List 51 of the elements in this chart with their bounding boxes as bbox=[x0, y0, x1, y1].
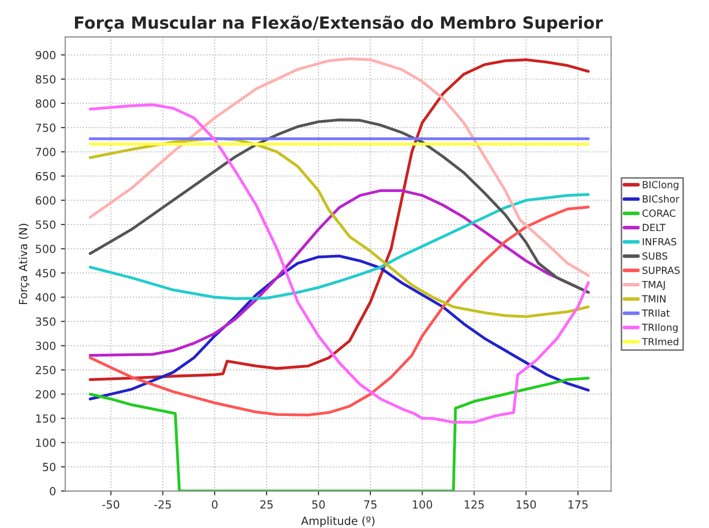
x-tick-label: 100 bbox=[412, 500, 432, 509]
legend-label: SUPRAS bbox=[642, 266, 680, 274]
y-tick-label: 300 bbox=[36, 342, 56, 350]
line-series bbox=[88, 103, 590, 424]
y-tick-label: 350 bbox=[36, 317, 56, 326]
x-tick-label: 0 bbox=[212, 500, 218, 509]
legend-label: TMIN bbox=[642, 295, 666, 302]
legend-label: SUBS bbox=[642, 252, 668, 260]
legend-label: DELT bbox=[642, 224, 666, 232]
y-tick-label: 550 bbox=[36, 220, 56, 229]
legend-label: TRImed bbox=[642, 338, 678, 346]
y-tick-label: 800 bbox=[36, 99, 56, 108]
y-tick-label: 900 bbox=[36, 50, 56, 60]
y-tick-label: 850 bbox=[36, 75, 56, 84]
x-tick-label: 25 bbox=[260, 500, 273, 509]
line-series bbox=[88, 58, 590, 381]
y-tick-label: 450 bbox=[36, 268, 56, 278]
y-tick-label: 200 bbox=[36, 390, 56, 398]
line-series bbox=[88, 118, 590, 294]
x-tick-label: 125 bbox=[464, 500, 484, 509]
legend-label: TMAJ bbox=[642, 281, 665, 290]
y-tick-label: 50 bbox=[42, 462, 56, 472]
x-tick-label: -25 bbox=[154, 500, 171, 509]
x-tick-label: 175 bbox=[568, 500, 588, 509]
legend-label: BICshor bbox=[642, 195, 680, 203]
y-tick-label: 500 bbox=[36, 244, 56, 254]
y-tick-label: 750 bbox=[36, 124, 56, 132]
legend-label: BIClong bbox=[642, 180, 678, 190]
legend-label: INFRAS bbox=[642, 238, 676, 246]
y-tick-label: 400 bbox=[36, 293, 56, 302]
y-tick-label: 650 bbox=[36, 172, 56, 180]
line-series bbox=[88, 193, 590, 300]
legend-label: CORAC bbox=[642, 210, 676, 217]
x-tick-label: -50 bbox=[102, 500, 120, 509]
line-series bbox=[88, 206, 590, 416]
line-series bbox=[88, 376, 590, 492]
x-tick-label: 75 bbox=[364, 500, 376, 509]
y-tick-label: 150 bbox=[36, 414, 56, 423]
x-axis-title: Amplitude (º) bbox=[301, 516, 374, 528]
x-tick-label: 50 bbox=[312, 500, 325, 509]
y-tick-label: 250 bbox=[36, 366, 56, 374]
y-tick-label: 100 bbox=[36, 438, 56, 447]
chart-title: Força Muscular na Flexão/Extensão do Membro Superior bbox=[74, 16, 603, 32]
x-tick-label: 150 bbox=[516, 500, 536, 509]
y-tick-label: 0 bbox=[50, 487, 56, 496]
y-tick-label: 600 bbox=[36, 196, 56, 205]
legend-label: TRIlong bbox=[642, 324, 678, 333]
y-axis-title: Força Ativa (N) bbox=[18, 224, 30, 304]
legend-label: TRIlat bbox=[642, 309, 670, 317]
y-tick-label: 700 bbox=[36, 148, 56, 156]
line-series bbox=[88, 57, 590, 277]
